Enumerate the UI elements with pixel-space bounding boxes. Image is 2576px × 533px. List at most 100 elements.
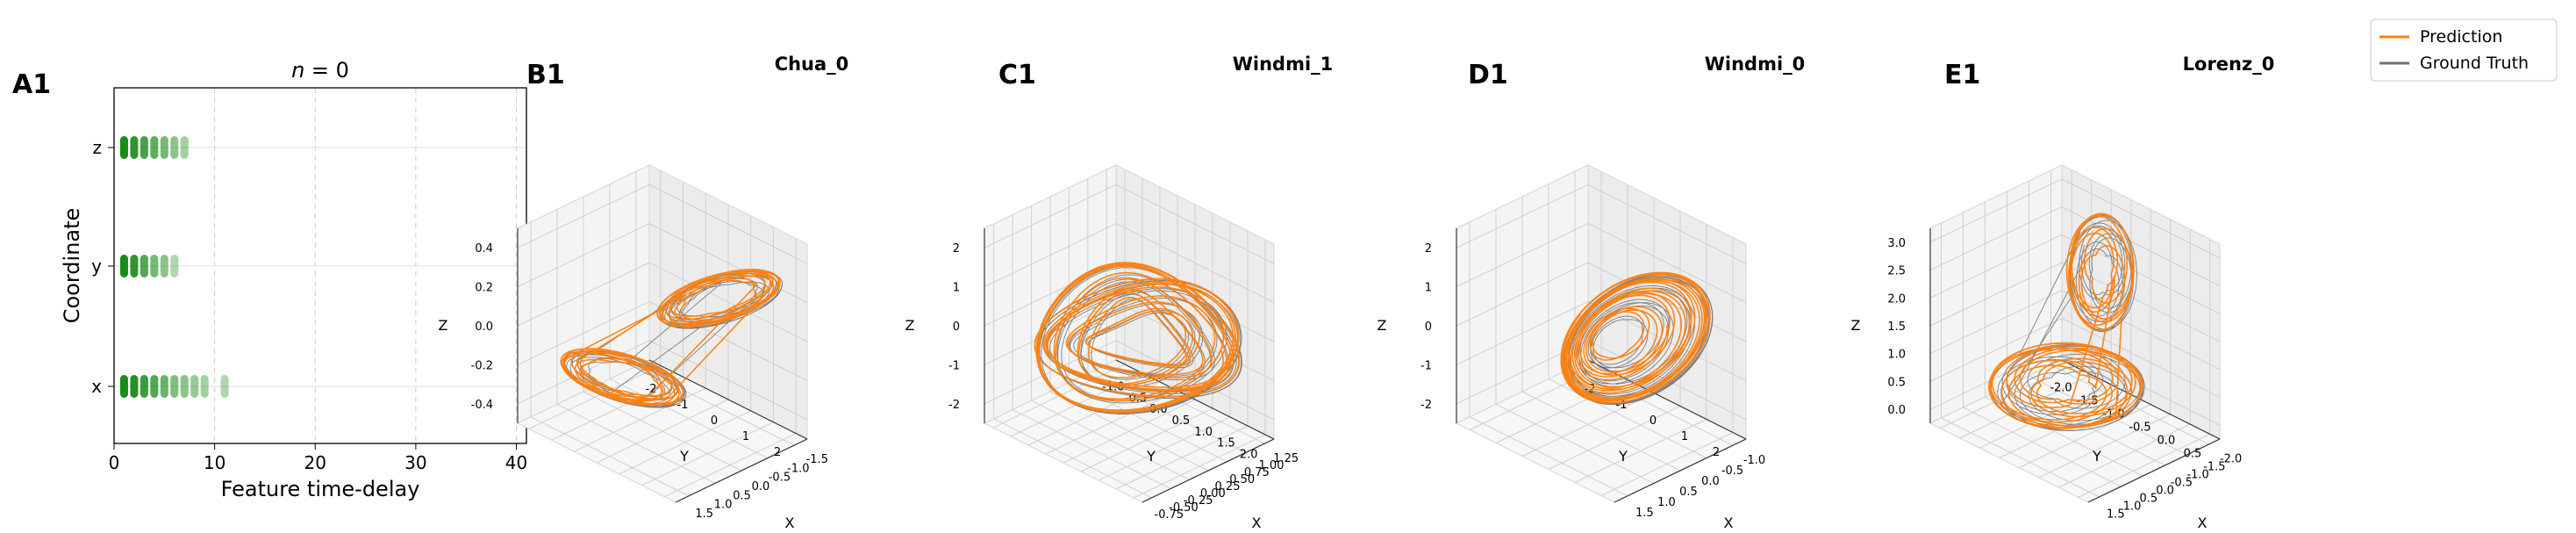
z-tick-label: 3.0 (1887, 237, 1906, 250)
y-tick-label: z (93, 137, 103, 158)
scatter-point (160, 255, 168, 277)
grid-y-floor (1963, 407, 2122, 487)
scatter-point (160, 375, 168, 398)
grid-y-floor (635, 365, 795, 446)
y-tick-label: 2.0 (1240, 449, 1258, 462)
x-tick-label: 1.5 (2107, 508, 2125, 522)
x-axis-label: Feature time-delay (221, 477, 420, 501)
prediction-trajectory (1988, 212, 2143, 429)
y-tick-label: -2.0 (2050, 382, 2072, 395)
title-var: n (291, 58, 304, 83)
x-axis-line (675, 438, 808, 503)
x-tick-label: 1.0 (714, 499, 733, 512)
scatter-point (150, 255, 159, 277)
grid-y-floor (1469, 416, 1628, 497)
scatter-point (130, 136, 139, 159)
grid-z-back (984, 184, 1117, 248)
grid-y-floor (1031, 400, 1190, 480)
z-tick-label: -0.4 (471, 399, 493, 412)
y-axis-label: Coordinate (60, 208, 84, 324)
prediction-trajectory (1034, 262, 1241, 414)
z-tick-label: 0 (1425, 321, 1432, 334)
legend-label: Ground Truth (2420, 54, 2529, 73)
z-tick-label: 1 (1425, 282, 1432, 295)
grid-z-left (2061, 178, 2221, 259)
x-tick-label: 0 (109, 452, 120, 473)
x-tick-label: 0.5 (2140, 493, 2158, 506)
z-tick-label: 2 (953, 242, 960, 256)
grid-y-floor (583, 391, 742, 472)
panel-a1: A1 n = 0 0 10 20 30 40 x y z Feature time-delay Coo… (12, 58, 527, 501)
x-tick-label: 0.00 (1200, 487, 1226, 501)
y-tick-label: y (91, 256, 102, 277)
x-axis-line (1614, 438, 1747, 503)
z-tick-label: -0.2 (471, 359, 493, 372)
grid-y-floor (993, 418, 1152, 499)
grid-z-back (1929, 262, 2063, 327)
grid-z-left (2061, 290, 2221, 371)
grid-z-left (1115, 184, 1275, 264)
title-rest: = 0 (304, 58, 349, 83)
grid-z-back (984, 223, 1117, 288)
y-tick-label: 1 (742, 430, 749, 443)
x-tick-label: 0.5 (733, 489, 751, 502)
y-tick-label: 1.0 (1194, 426, 1213, 439)
grid-z-back (1456, 223, 1589, 288)
panel-letter-e1: E1 (1944, 60, 1980, 90)
grid-z-left (2061, 317, 2221, 398)
x-axis-label: X (785, 515, 795, 531)
panel-letter-d1: D1 (1468, 60, 1508, 90)
scatter-point (160, 136, 168, 159)
scatter-point (119, 255, 128, 277)
prediction-trajectory (560, 269, 781, 407)
x-tick-label: 20 (304, 452, 326, 473)
grid-y-floor (609, 378, 769, 459)
grid-y-floor (1941, 417, 2100, 498)
scatter-point (119, 375, 128, 398)
panel-b1: B1 Chua_0-2-1012-1.5-1.0-0.50.00.51.01.5-… (439, 54, 849, 531)
grid-y-floor (1521, 391, 1681, 472)
z-axis-label: Z (1377, 317, 1387, 334)
x-tick-label: 0.0 (2156, 485, 2174, 498)
legend: Prediction Ground Truth (2370, 18, 2558, 82)
x-tick-label: 0.50 (1229, 473, 1255, 486)
x-tick-label: -0.5 (769, 472, 791, 485)
z-axis-label: Z (439, 317, 448, 334)
grid-z-back (984, 340, 1117, 405)
scatter-point (180, 136, 189, 159)
chart-title-b1: Chua_0 (775, 54, 849, 75)
grid-z-left (648, 340, 808, 421)
grid-y-floor (1012, 409, 1171, 490)
panel-c1: C1 Windmi_1-1.0-0.50.00.51.01.52.0 1.251.0… (905, 54, 1334, 531)
x-tick-label: -1.0 (1743, 454, 1765, 467)
scatter-point (170, 375, 179, 398)
scatter-point (170, 136, 179, 159)
panel-letter-b1: B1 (526, 60, 565, 90)
x-tick-label: 0.75 (1244, 466, 1270, 479)
y-tick-label: 1.5 (1217, 437, 1235, 450)
y-tick-label: 0.5 (2184, 448, 2202, 461)
grid-z-left (1115, 262, 1275, 342)
panel-e1: E1 Lorenz_0-2.0-1.5-1.0-0.50.00.5 -2.0-1.5… (1851, 54, 2275, 531)
y-tick-label: 0.5 (1172, 414, 1191, 428)
grid-z-left (1587, 223, 1747, 304)
x-axis-label: X (2198, 515, 2207, 531)
y-axis-line (648, 359, 808, 440)
grid-z-back (1456, 184, 1589, 248)
z-tick-label: 0.0 (1887, 404, 1906, 417)
scatter-point (170, 255, 179, 277)
scatter-point (140, 375, 148, 398)
x-tick-label: -2.0 (2220, 453, 2242, 466)
scatter-point (150, 136, 159, 159)
x-tick-label: -1.0 (2186, 469, 2208, 482)
y-tick-label: -0.5 (2129, 421, 2150, 435)
x-axis-label: X (1724, 515, 1734, 531)
scatter-point (150, 375, 159, 398)
panel-d1: D1 Windmi_0-2-1012-1.0-0.50.00.51.01.5-2-… (1377, 54, 1806, 531)
grid-x-floor (2019, 404, 2151, 469)
y-axis-label: Y (1146, 448, 1156, 465)
grid-z-back (517, 262, 650, 327)
grid-y-floor (1495, 403, 1655, 484)
scatter-point (140, 136, 148, 159)
